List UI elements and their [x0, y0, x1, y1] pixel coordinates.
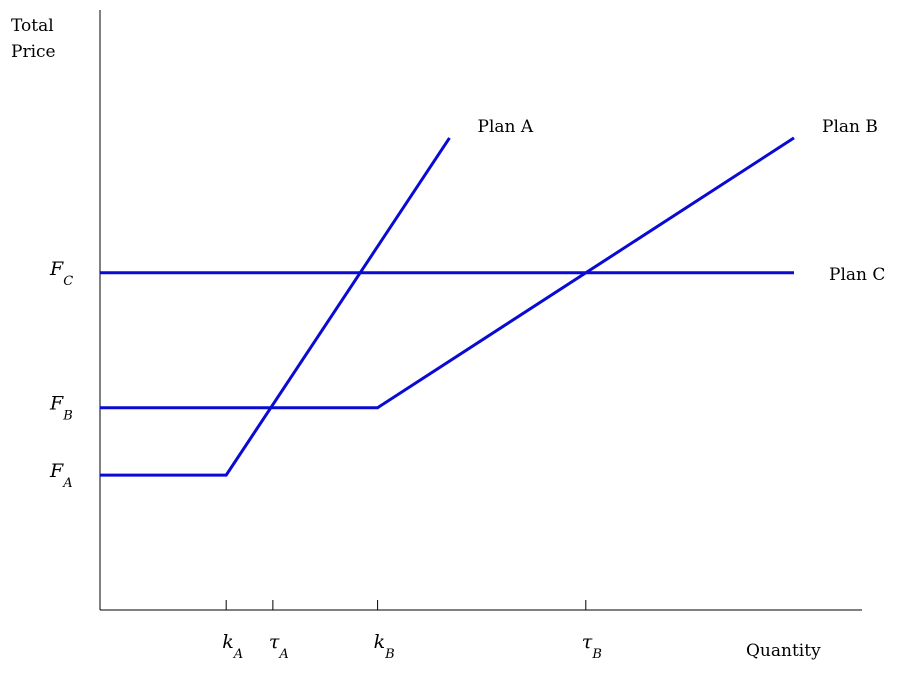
x-tick-label: τA: [269, 631, 289, 662]
y-tick-label: FC: [49, 258, 73, 289]
y-axis-label-line-1: Total: [11, 16, 54, 36]
x-tick-layer: kA τA kB τB: [222, 600, 602, 662]
series-line-plan-a: [100, 137, 451, 477]
y-tick-label: FB: [49, 393, 73, 424]
series-label-plan-c: Plan C: [829, 265, 885, 285]
y-tick-label: FA: [49, 460, 73, 491]
x-tick-label: kA: [222, 631, 243, 662]
x-tick-label: τB: [582, 631, 602, 662]
y-axis-label-line-2: Price: [11, 42, 56, 62]
x-axis-label: Quantity: [746, 641, 821, 661]
series-label-plan-b: Plan B: [822, 117, 878, 137]
series-label-layer: Plan A Plan B Plan C: [478, 117, 886, 285]
x-tick-label: kB: [374, 631, 395, 662]
series-layer: [100, 136, 795, 477]
series-label-plan-a: Plan A: [478, 117, 534, 137]
series-line-plan-b: [100, 136, 795, 410]
y-tick-layer: FA FB FC: [49, 258, 73, 491]
